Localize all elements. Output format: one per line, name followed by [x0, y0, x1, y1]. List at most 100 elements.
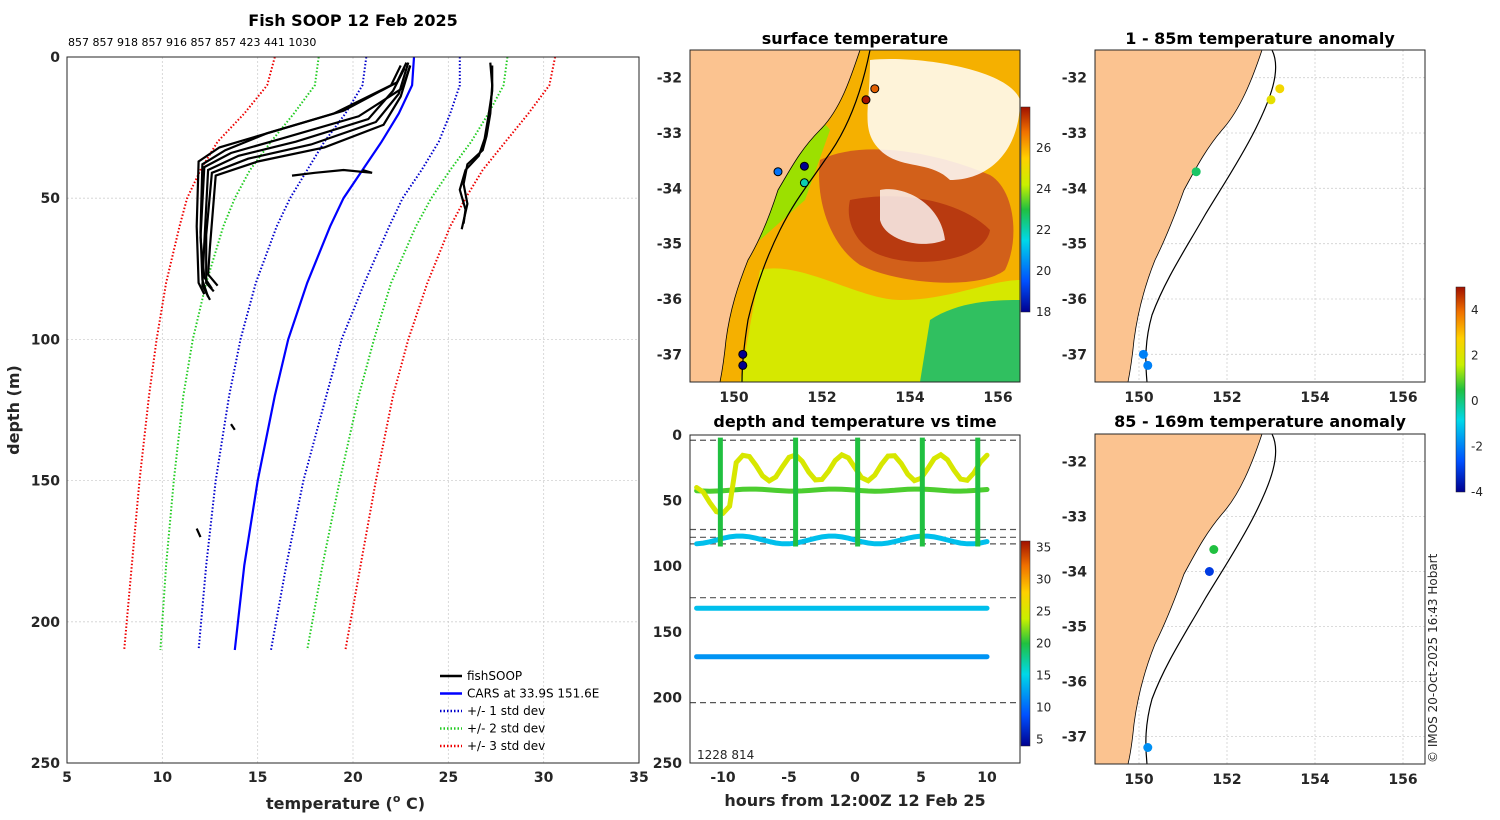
profile-series-+1sd [270, 57, 461, 651]
profile-series--3sd [123, 57, 276, 651]
anom2-ytick: -33 [1062, 510, 1087, 526]
profile-xtick: 25 [439, 770, 458, 786]
legend-label: +/- 2 std dev [467, 722, 545, 736]
dt-title: depth and temperature vs time [713, 412, 996, 431]
anom2-xtick: 152 [1212, 772, 1241, 788]
sst-ytick: -32 [657, 71, 682, 87]
sst-marker [738, 360, 748, 370]
profile-fishsoop-cast [199, 65, 412, 290]
anom2-marker [1204, 567, 1214, 576]
profile-ytick: 50 [41, 191, 61, 207]
legend-label: +/- 3 std dev [467, 739, 545, 753]
sst-cloud [867, 59, 1020, 180]
profile-fishsoop-cast [460, 62, 494, 230]
dt-ytick: 50 [663, 494, 683, 510]
anom1-gridlines [1095, 50, 1425, 382]
depth-time-panel: depth and temperature vs time -10 -5 0 5 100… [653, 412, 1052, 810]
anom-colorbar-label: -4 [1471, 485, 1483, 499]
profile-series--2sd [159, 57, 320, 651]
anom1-ytick: -34 [1062, 181, 1088, 197]
dt-colorbar-label: 35 [1036, 540, 1051, 554]
dt-ytick: 200 [653, 690, 682, 706]
anom2-ytick: -37 [1062, 730, 1087, 746]
anom1-marker [1191, 167, 1201, 177]
anom1-title: 1 - 85m temperature anomaly [1125, 29, 1395, 48]
dt-colorbar-label: 30 [1036, 572, 1051, 586]
anom2-markers [1143, 545, 1219, 752]
anom1-ytick: -32 [1062, 71, 1087, 87]
anom-colorbar-label: 4 [1471, 303, 1479, 317]
profile-ylabel: depth (m) [4, 365, 23, 455]
profile-panel: Fish SOOP 12 Feb 2025 857 857 918 857 91… [4, 11, 649, 813]
dt-colorbar-label: 15 [1036, 669, 1051, 683]
anomaly-shallow-panel: 1 - 85m temperature anomaly 150 152 154 156… [1062, 29, 1426, 406]
profile-fishsoop-cast [458, 65, 494, 224]
dt-track [694, 451, 990, 516]
profile-gridlines [66, 56, 640, 764]
dt-track [694, 533, 990, 547]
profile-xtick: 30 [534, 770, 554, 786]
profile-xlabel: temperature (o C) [266, 792, 425, 813]
sst-colorbar-label: 22 [1036, 223, 1051, 237]
profile-xtick: 35 [629, 770, 648, 786]
dt-xtick: 5 [916, 770, 926, 786]
profile-ytick: 250 [31, 756, 60, 772]
anom2-ytick: -32 [1062, 455, 1087, 471]
dt-colorbar-ticks: 5 10 15 20 25 30 35 [1036, 540, 1051, 746]
anom2-ytick: -35 [1062, 620, 1087, 636]
anom2-xtick: 150 [1124, 772, 1153, 788]
sst-shelf-line [741, 50, 871, 382]
sst-ytick: -36 [657, 292, 682, 308]
anom1-ytick: -36 [1062, 292, 1087, 308]
profile-fishsoop-cast [206, 65, 412, 287]
sst-se-green [920, 300, 1020, 382]
anom2-shelf-line [1145, 434, 1277, 764]
anom2-ytick: -34 [1062, 565, 1088, 581]
profile-ytick: 200 [31, 615, 60, 631]
dt-colorbar-label: 5 [1036, 733, 1044, 747]
sst-ytick: -33 [657, 126, 682, 142]
dt-xtick: 0 [850, 770, 860, 786]
sst-xtick: 156 [983, 390, 1012, 406]
anom-colorbar-label: 2 [1471, 348, 1479, 362]
profile-title: Fish SOOP 12 Feb 2025 [248, 11, 457, 30]
anom2-axes [1094, 433, 1426, 765]
anom1-land [1095, 50, 1263, 382]
anom2-xtick: 154 [1300, 772, 1329, 788]
profile-fishsoop-cast [205, 62, 410, 293]
profile-series-+3sd [344, 57, 557, 651]
sst-axes [689, 49, 1021, 383]
legend-label: +/- 1 std dev [467, 704, 545, 718]
dt-ytick: 150 [653, 625, 682, 641]
anom1-map [1095, 50, 1425, 382]
sst-colorbar-ticks: 18 20 22 24 26 [1036, 141, 1051, 319]
sst-marker [773, 167, 783, 177]
sst-ytick: -35 [657, 237, 682, 253]
anom1-ytick: -37 [1062, 347, 1087, 363]
anom1-marker [1275, 84, 1285, 94]
anom1-axes [1094, 49, 1426, 383]
sst-map [690, 50, 1020, 382]
anom1-marker [1266, 95, 1276, 105]
anom1-xtick: 154 [1300, 390, 1329, 406]
anom2-marker [1209, 545, 1219, 554]
legend-label: CARS at 33.9S 151.6E [467, 687, 599, 701]
dt-xtick: -5 [781, 770, 797, 786]
profile-fishsoop-cast [195, 65, 402, 295]
dt-xtick: 10 [977, 770, 997, 786]
profile-series [123, 57, 557, 651]
sst-xtick: 150 [719, 390, 748, 406]
dt-xlabel: hours from 12:00Z 12 Feb 25 [724, 791, 985, 810]
profile-axes [66, 56, 640, 764]
sst-land [690, 50, 861, 382]
anom1-ytick: -35 [1062, 237, 1087, 253]
sst-ytick: -37 [657, 347, 682, 363]
sst-colorbar-label: 18 [1036, 305, 1051, 319]
anom2-xtick: 156 [1388, 772, 1417, 788]
profile-fishsoop-cast [230, 423, 236, 431]
profile-xtick: 5 [62, 770, 72, 786]
profile-series--1sd [197, 57, 368, 651]
anom1-marker [1138, 349, 1148, 359]
sst-colorbar-label: 20 [1036, 264, 1051, 278]
dt-colorbar [1020, 540, 1031, 747]
